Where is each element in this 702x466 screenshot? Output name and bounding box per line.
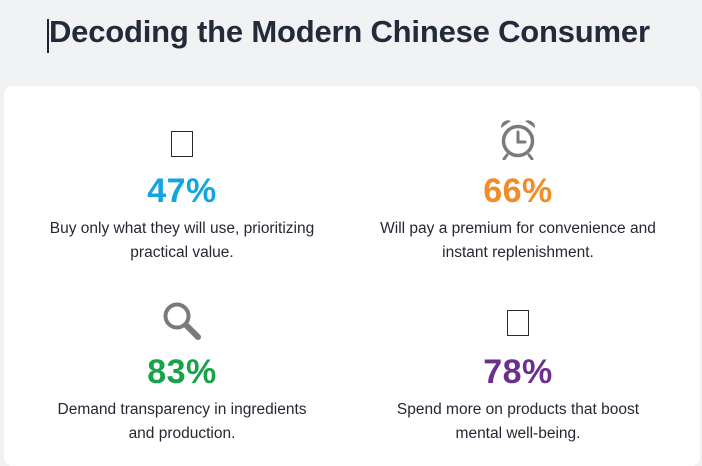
stat-description-line-2: practical value. (130, 244, 234, 261)
placeholder-box-icon (171, 131, 193, 157)
stat-description-line-2: mental well-being. (455, 425, 581, 442)
stats-card: 47% Buy only what they will use, priorit… (4, 86, 700, 466)
stat-transparency: 83% Demand transparency in ingredients a… (12, 276, 352, 466)
text-cursor (47, 19, 49, 53)
stat-description-line-2: and production. (128, 425, 236, 442)
stat-percentage: 83% (147, 353, 217, 391)
stat-percentage: 78% (483, 353, 553, 391)
page-title: Decoding the Modern Chinese Consumer (49, 14, 650, 49)
stat-description-line-1: Demand transparency in ingredients (57, 401, 307, 418)
stat-percentage: 47% (147, 172, 217, 210)
stat-description-line-1: Will pay a premium for convenience and (380, 220, 656, 237)
magnifier-icon (163, 302, 201, 340)
stat-description-line-1: Buy only what they will use, prioritizin… (49, 220, 315, 237)
stat-percentage: 66% (483, 172, 553, 210)
stat-convenience: 66% Will pay a premium for convenience a… (348, 86, 688, 276)
stat-description-line-1: Spend more on products that boost (396, 401, 640, 418)
alarm-clock-icon (500, 120, 536, 160)
stat-practical-value: 47% Buy only what they will use, priorit… (12, 86, 352, 276)
page-header: Decoding the Modern Chinese Consumer (0, 0, 702, 86)
placeholder-box-icon (507, 310, 529, 336)
stat-well-being: 78% Spend more on products that boost me… (348, 276, 688, 466)
stat-description-line-2: instant replenishment. (442, 244, 594, 261)
